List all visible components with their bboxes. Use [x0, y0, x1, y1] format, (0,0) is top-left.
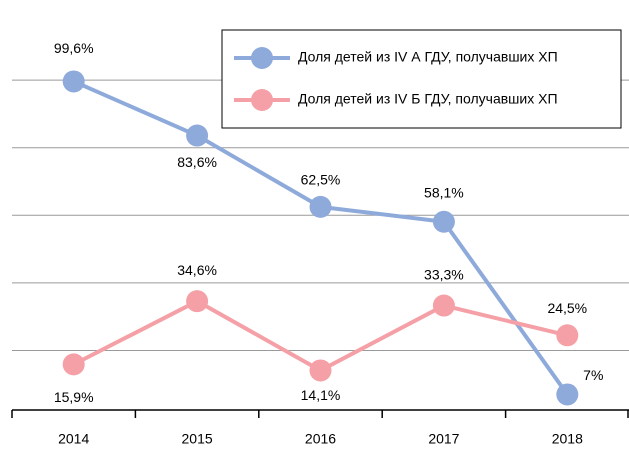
- point: [62, 353, 85, 376]
- data-label: 14,1%: [301, 387, 341, 403]
- point: [432, 294, 455, 317]
- point: [62, 70, 85, 93]
- point: [432, 210, 455, 233]
- x-tick-label: 2018: [552, 431, 583, 447]
- x-tick-label: 2017: [428, 431, 459, 447]
- data-label: 24,5%: [547, 300, 587, 316]
- data-label: 62,5%: [301, 172, 341, 188]
- legend-marker: [251, 89, 273, 111]
- point: [556, 324, 579, 347]
- legend-marker: [251, 47, 273, 69]
- data-label: 58,1%: [424, 184, 464, 200]
- point: [186, 124, 209, 147]
- x-tick-label: 2014: [58, 431, 89, 447]
- point: [309, 195, 332, 218]
- data-label: 33,3%: [424, 266, 464, 282]
- point: [186, 290, 209, 313]
- point: [556, 383, 579, 406]
- x-tick-label: 2016: [305, 431, 336, 447]
- legend-box: [221, 29, 622, 129]
- legend-label: Доля детей из IV Б ГДУ, получавших ХП: [298, 91, 558, 107]
- data-label: 7%: [583, 367, 603, 383]
- data-label: 83,6%: [177, 154, 217, 170]
- data-label: 15,9%: [54, 389, 94, 405]
- point: [309, 359, 332, 382]
- data-label: 34,6%: [177, 262, 217, 278]
- data-label: 99,6%: [54, 40, 94, 56]
- x-tick-label: 2015: [182, 431, 213, 447]
- legend-label: Доля детей из IV А ГДУ, получавших ХП: [298, 49, 558, 65]
